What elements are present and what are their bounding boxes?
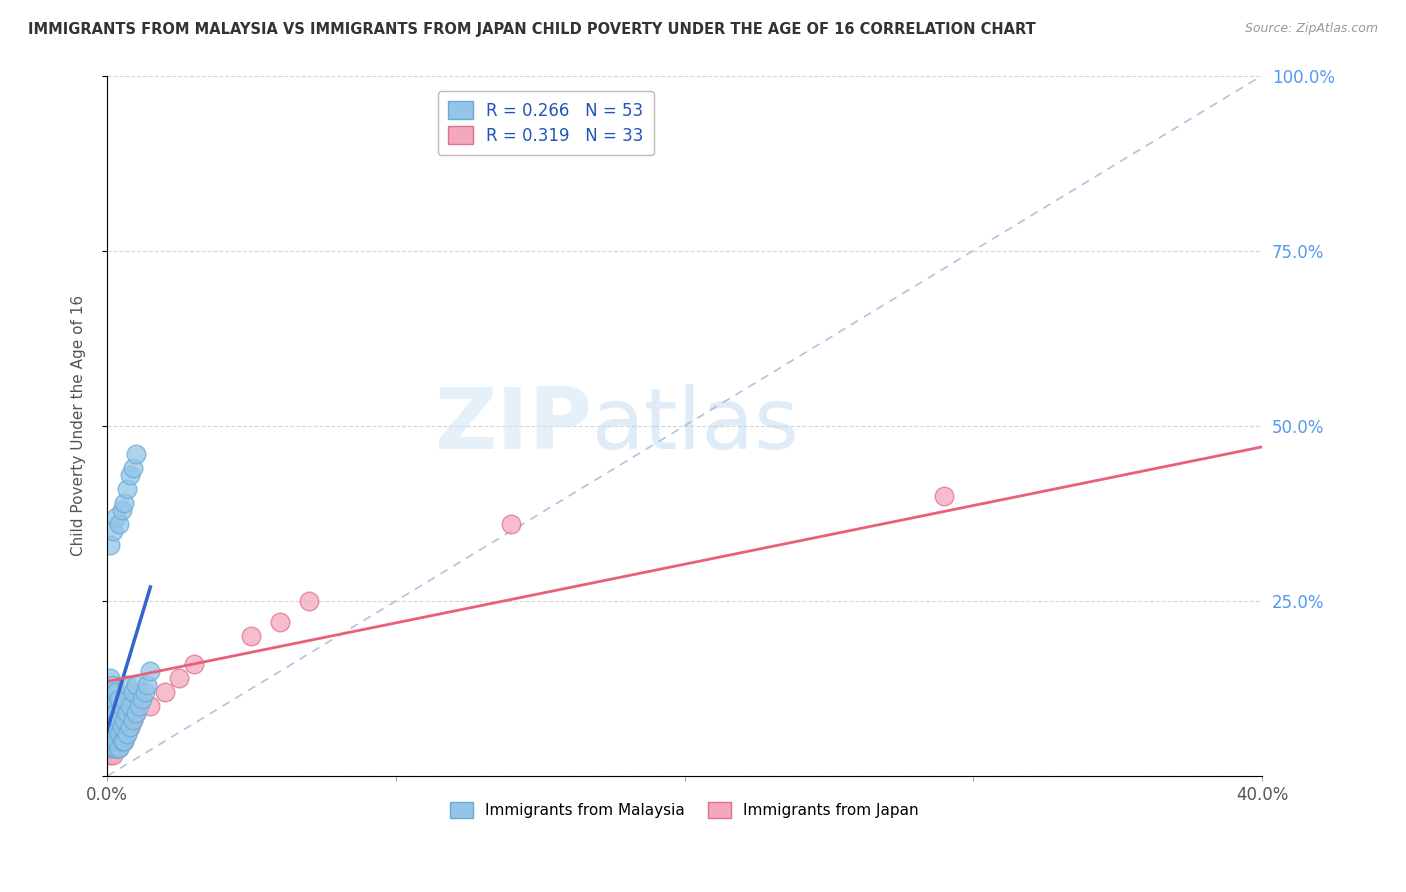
Point bbox=[98, 685, 121, 699]
Point bbox=[112, 713, 135, 727]
Text: atlas: atlas bbox=[592, 384, 800, 467]
Point bbox=[98, 748, 121, 763]
Point bbox=[110, 734, 132, 748]
Point bbox=[101, 678, 124, 692]
Point bbox=[112, 734, 135, 748]
Point bbox=[104, 741, 127, 756]
Point bbox=[139, 699, 162, 714]
Point bbox=[101, 720, 124, 734]
Point bbox=[117, 727, 139, 741]
Point bbox=[128, 699, 150, 714]
Point bbox=[104, 510, 127, 524]
Text: Source: ZipAtlas.com: Source: ZipAtlas.com bbox=[1244, 22, 1378, 36]
Point bbox=[112, 692, 135, 706]
Point bbox=[104, 741, 127, 756]
Point bbox=[98, 538, 121, 552]
Point bbox=[110, 734, 132, 748]
Point bbox=[98, 734, 121, 748]
Point bbox=[107, 713, 129, 727]
Point bbox=[101, 748, 124, 763]
Point bbox=[112, 713, 135, 727]
Point bbox=[107, 727, 129, 741]
Point bbox=[110, 720, 132, 734]
Point bbox=[117, 727, 139, 741]
Point bbox=[120, 467, 142, 482]
Point bbox=[117, 706, 139, 720]
Point bbox=[110, 720, 132, 734]
Point bbox=[98, 734, 121, 748]
Point bbox=[122, 713, 145, 727]
Point bbox=[98, 706, 121, 720]
Point bbox=[101, 734, 124, 748]
Point bbox=[104, 734, 127, 748]
Point bbox=[101, 713, 124, 727]
Point bbox=[112, 496, 135, 510]
Point bbox=[104, 706, 127, 720]
Text: IMMIGRANTS FROM MALAYSIA VS IMMIGRANTS FROM JAPAN CHILD POVERTY UNDER THE AGE OF: IMMIGRANTS FROM MALAYSIA VS IMMIGRANTS F… bbox=[28, 22, 1036, 37]
Point bbox=[269, 615, 291, 629]
Y-axis label: Child Poverty Under the Age of 16: Child Poverty Under the Age of 16 bbox=[72, 295, 86, 557]
Point bbox=[104, 685, 127, 699]
Point bbox=[104, 727, 127, 741]
Point bbox=[98, 699, 121, 714]
Point bbox=[98, 692, 121, 706]
Point bbox=[101, 706, 124, 720]
Point bbox=[101, 699, 124, 714]
Point bbox=[107, 741, 129, 756]
Point bbox=[112, 734, 135, 748]
Point bbox=[117, 482, 139, 496]
Point bbox=[131, 692, 153, 706]
Point bbox=[107, 741, 129, 756]
Point bbox=[120, 699, 142, 714]
Point bbox=[134, 685, 156, 699]
Point bbox=[110, 503, 132, 517]
Point bbox=[98, 720, 121, 734]
Point bbox=[101, 741, 124, 756]
Point bbox=[104, 713, 127, 727]
Point bbox=[122, 685, 145, 699]
Point bbox=[125, 706, 148, 720]
Point bbox=[98, 713, 121, 727]
Point bbox=[107, 713, 129, 727]
Point bbox=[183, 657, 205, 671]
Point bbox=[101, 734, 124, 748]
Point bbox=[98, 741, 121, 756]
Point bbox=[107, 516, 129, 531]
Point bbox=[139, 664, 162, 678]
Point bbox=[98, 727, 121, 741]
Point bbox=[125, 678, 148, 692]
Point bbox=[120, 720, 142, 734]
Point bbox=[501, 516, 523, 531]
Point bbox=[125, 447, 148, 461]
Point bbox=[98, 720, 121, 734]
Point bbox=[120, 720, 142, 734]
Point bbox=[240, 629, 263, 643]
Point bbox=[107, 727, 129, 741]
Point bbox=[101, 727, 124, 741]
Point bbox=[98, 671, 121, 685]
Text: ZIP: ZIP bbox=[434, 384, 592, 467]
Point bbox=[122, 713, 145, 727]
Legend: Immigrants from Malaysia, Immigrants from Japan: Immigrants from Malaysia, Immigrants fro… bbox=[444, 796, 925, 824]
Point bbox=[125, 706, 148, 720]
Point bbox=[117, 678, 139, 692]
Point bbox=[934, 489, 956, 503]
Point bbox=[153, 685, 176, 699]
Point bbox=[110, 699, 132, 714]
Point bbox=[167, 671, 190, 685]
Point bbox=[107, 692, 129, 706]
Point bbox=[117, 706, 139, 720]
Point bbox=[101, 524, 124, 538]
Point bbox=[122, 461, 145, 475]
Point bbox=[104, 720, 127, 734]
Point bbox=[298, 594, 321, 608]
Point bbox=[136, 678, 159, 692]
